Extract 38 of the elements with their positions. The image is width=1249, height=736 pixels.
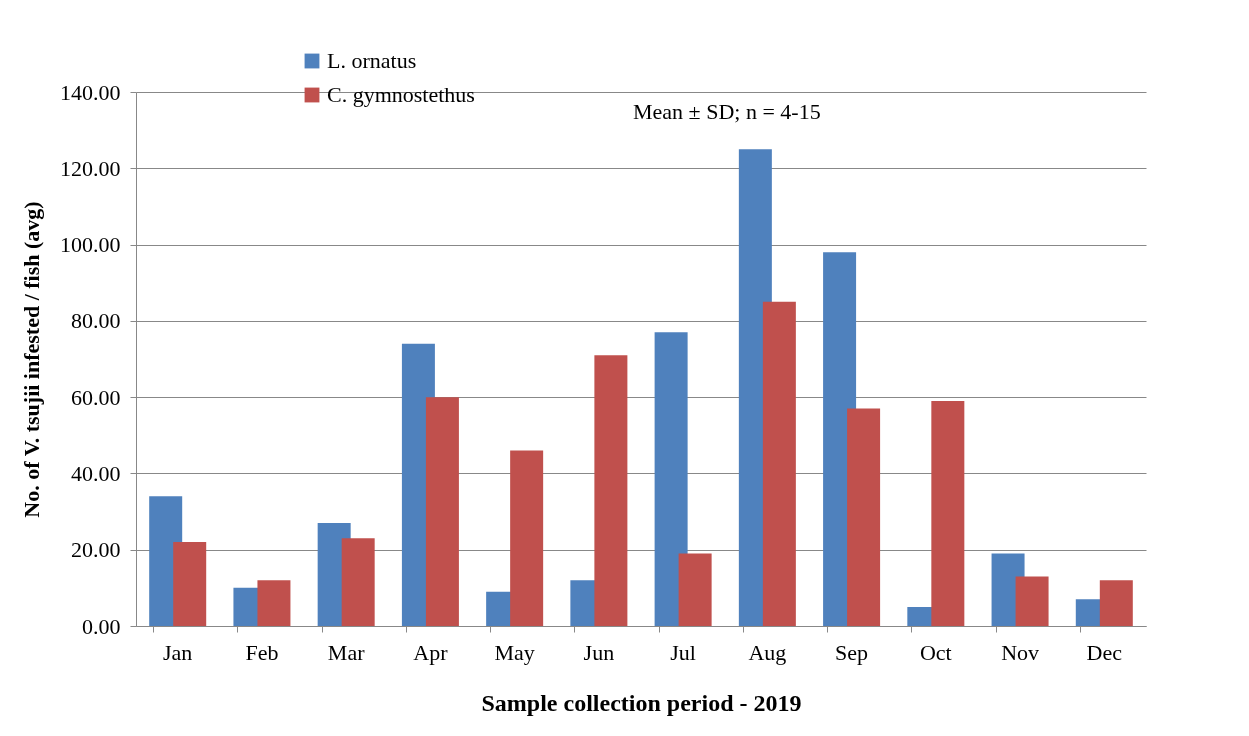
- x-axis-title: Sample collection period - 2019: [481, 689, 802, 716]
- bar: [173, 542, 207, 626]
- annotation: Mean ± SD; n = 4-15: [633, 99, 821, 124]
- bar: [678, 553, 712, 626]
- legend-label: C. gymnostethus: [327, 82, 475, 107]
- x-tick-label: Jan: [163, 639, 193, 665]
- y-tick-label: 20.00: [71, 537, 121, 563]
- y-axis-title: No. of V. tsujii infested / fish (avg): [19, 201, 44, 518]
- x-tick-label: Dec: [1086, 639, 1123, 665]
- y-tick-label: 140.00: [60, 79, 121, 105]
- x-tick-label: Apr: [413, 639, 449, 665]
- bar: [762, 301, 796, 626]
- bar: [1099, 580, 1133, 626]
- bar: [931, 400, 965, 626]
- bar: [594, 355, 628, 626]
- y-tick-label: 100.00: [60, 232, 121, 258]
- x-tick-label: Sep: [835, 639, 869, 665]
- x-tick-label: Jul: [670, 639, 696, 665]
- bar: [1015, 576, 1049, 626]
- bar: [654, 332, 688, 626]
- x-tick-label: Jun: [583, 639, 615, 665]
- y-tick-label: 40.00: [71, 460, 121, 486]
- bar: [425, 397, 459, 626]
- x-tick-label: Oct: [919, 639, 952, 665]
- x-tick-label: Nov: [1001, 639, 1040, 665]
- bar: [257, 580, 291, 626]
- y-tick-label: 80.00: [71, 308, 121, 334]
- y-tick-label: 120.00: [60, 155, 121, 181]
- bar: [847, 408, 881, 626]
- bar: [341, 538, 375, 626]
- y-tick-label: 60.00: [71, 384, 121, 410]
- x-tick-label: May: [494, 639, 535, 665]
- legend-label: L. ornatus: [327, 48, 417, 73]
- bar: [510, 450, 544, 626]
- x-tick-label: Feb: [245, 639, 279, 665]
- x-tick-label: Mar: [327, 639, 366, 665]
- x-tick-label: Aug: [748, 639, 787, 665]
- y-tick-label: 0.00: [82, 613, 121, 639]
